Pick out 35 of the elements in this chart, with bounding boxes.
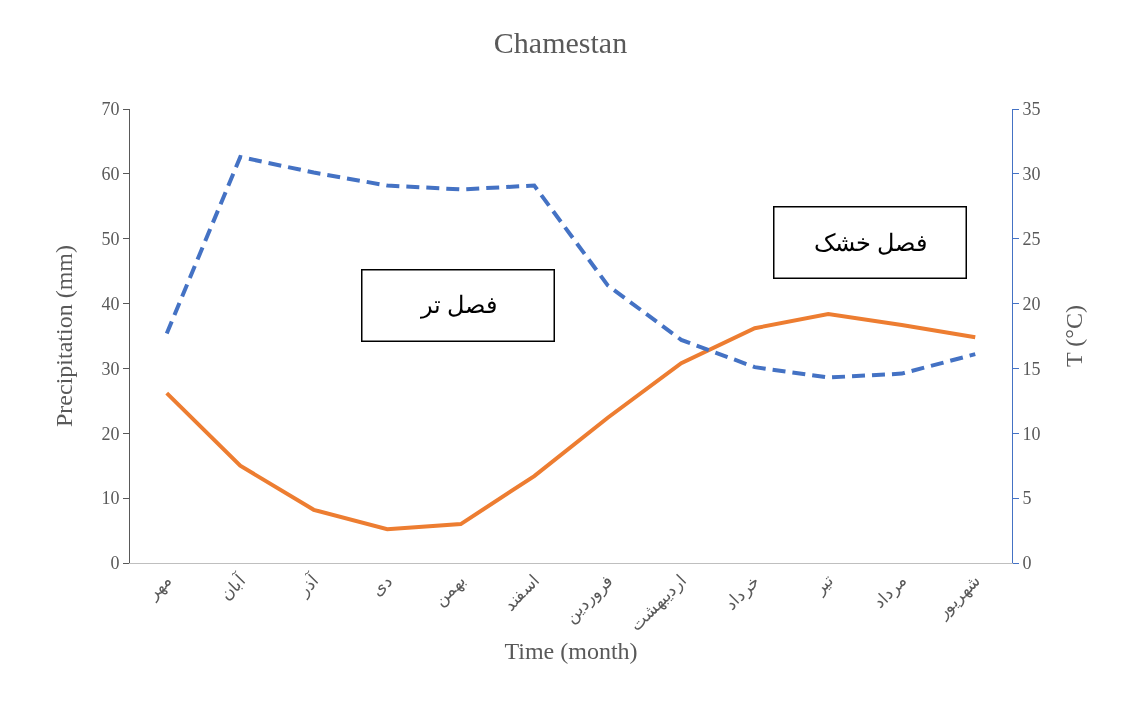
- y2-tick-label: 30: [1022, 164, 1041, 185]
- x-tick-label: مهر: [143, 571, 177, 605]
- x-tick-label: دی: [367, 571, 397, 600]
- y-tick-label: 50: [101, 229, 120, 250]
- x-tick-label: اسفند: [499, 571, 544, 615]
- x-tick-label: بهمن: [430, 571, 471, 611]
- x-tick-label: فروردین: [561, 571, 618, 628]
- y2-tick-label: 35: [1022, 99, 1041, 120]
- x-tick-label: اردیبهشت: [626, 571, 691, 636]
- y2-tick-label: 0: [1022, 553, 1032, 574]
- x-tick-label: مرداد: [869, 571, 912, 614]
- y-axis-title: Precipitation (mm): [51, 245, 77, 427]
- y-tick-label: 0: [110, 553, 120, 574]
- x-axis-title: Time (month): [504, 637, 638, 664]
- x-tick-label: خرداد: [721, 571, 765, 615]
- x-tick-label: آبان: [215, 569, 250, 604]
- y-tick-label: 40: [101, 293, 120, 314]
- annotation: فصل خشک: [813, 229, 927, 256]
- x-tick-label: شهریور: [932, 571, 985, 624]
- y2-tick-label: 5: [1022, 488, 1032, 509]
- y-tick-label: 70: [101, 99, 120, 120]
- line-series: [164, 154, 978, 380]
- x-tick-label: آذر: [292, 569, 324, 601]
- y2-tick-label: 15: [1022, 358, 1041, 379]
- y2-tick-label: 20: [1022, 293, 1041, 314]
- y2-tick-label: 25: [1022, 229, 1041, 250]
- chart-title: Chamestan: [493, 26, 628, 60]
- y-tick-label: 60: [101, 164, 120, 185]
- annotation: فصل تر: [419, 292, 497, 319]
- x-tick-label: تیر: [809, 571, 838, 600]
- y2-tick-label: 10: [1022, 423, 1041, 444]
- y2-axis-title: T (°C): [1061, 305, 1087, 367]
- y-tick-label: 20: [101, 423, 120, 444]
- y-tick-label: 10: [101, 488, 120, 509]
- y-tick-label: 30: [101, 358, 120, 379]
